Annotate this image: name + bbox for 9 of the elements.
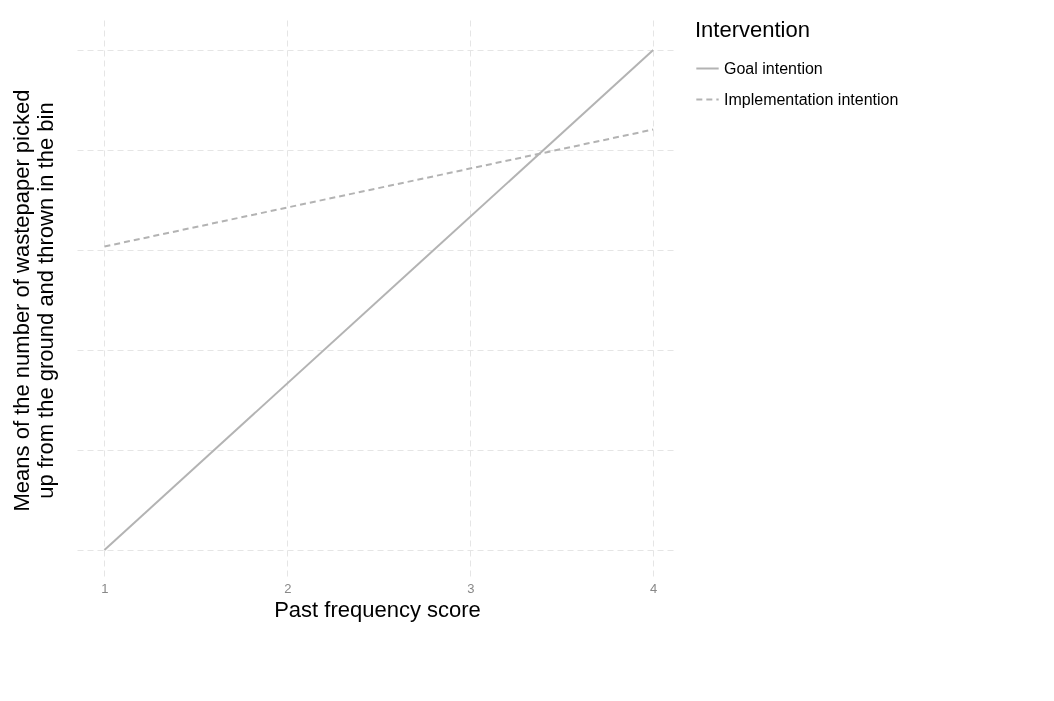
- x-axis-title: Past frequency score: [274, 596, 481, 622]
- x-tick-label: 4: [650, 580, 658, 596]
- x-tick-label: 1: [101, 580, 109, 596]
- legend-label: Goal intention: [724, 59, 823, 77]
- x-tick-label: 2: [284, 580, 292, 596]
- legend-title: Intervention: [695, 17, 810, 42]
- y-axis-title: Means of the number of wastepaper picked up from the ground and thrown in the bin: [8, 89, 58, 512]
- legend-label: Implementation intention: [724, 90, 899, 108]
- x-tick-label: 3: [467, 580, 475, 596]
